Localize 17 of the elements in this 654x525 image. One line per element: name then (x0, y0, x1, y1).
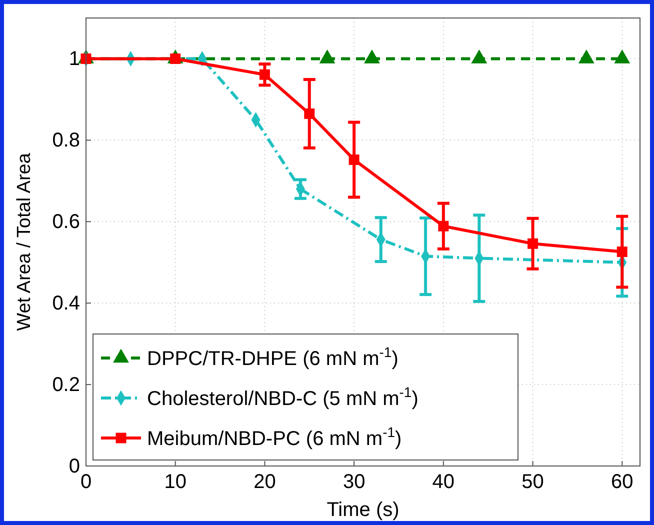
x-tick-label: 30 (342, 471, 366, 494)
x-tick-label: 40 (432, 471, 455, 494)
y-tick-label: 0 (68, 455, 80, 478)
y-tick-label: 1 (68, 48, 80, 70)
x-tick-label: 10 (164, 471, 186, 494)
x-axis-title: Time (s) (326, 499, 400, 521)
y-axis-title: Wet Area / Total Area (14, 152, 35, 331)
y-tick-label: 0.6 (52, 211, 80, 234)
legend-label: Meibum/NBD-PC (6 mN m$^{-1}$) (147, 424, 402, 450)
y-tick-label: 0.2 (52, 374, 80, 396)
x-tick-label: 60 (611, 471, 634, 494)
y-tick-label: 0.4 (52, 292, 80, 314)
y-tick-label: 0.8 (52, 130, 80, 152)
x-tick-label: 50 (522, 471, 544, 494)
x-tick-label: 20 (254, 471, 276, 494)
legend-label: DPPC/TR-DHPE (6 mN m$^{-1}$) (147, 344, 398, 370)
legend-label: Cholesterol/NBD-C (5 mN m$^{-1}$) (147, 384, 418, 410)
